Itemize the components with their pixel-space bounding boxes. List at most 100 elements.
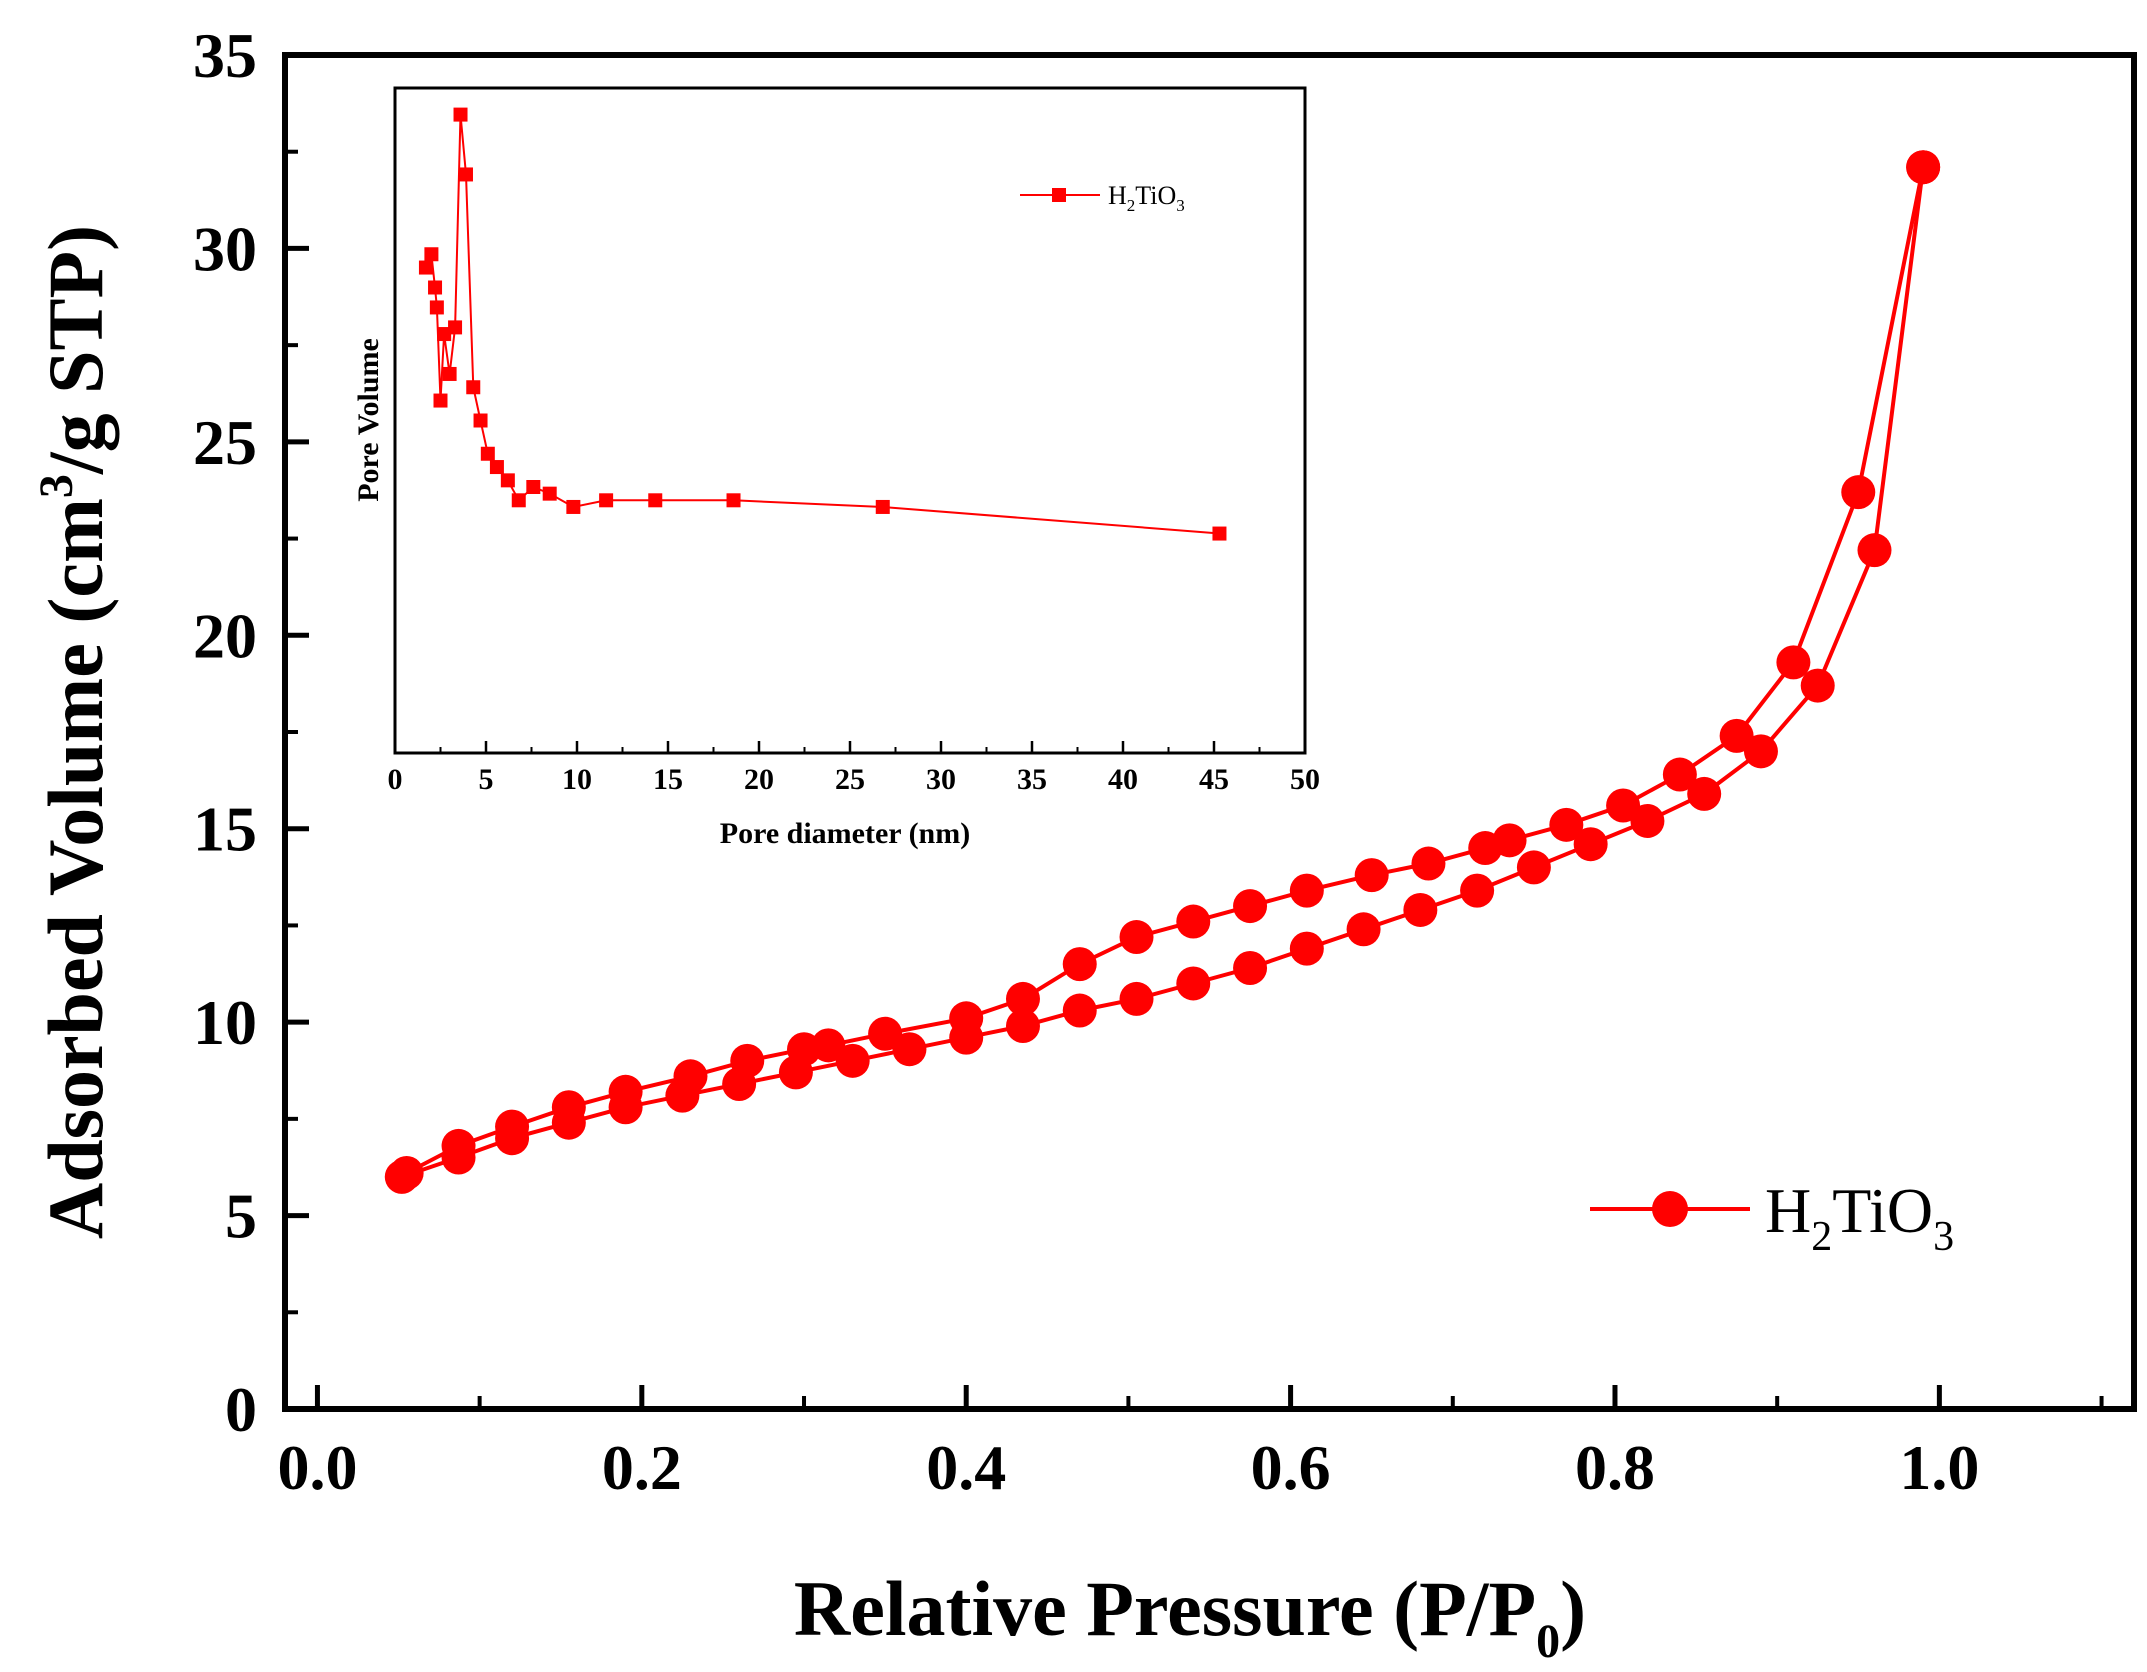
main-y-tick-label: 35: [193, 20, 257, 91]
main-data-point: [608, 1074, 643, 1109]
main-data-point: [1005, 981, 1040, 1016]
main-legend-marker: [1652, 1191, 1688, 1227]
main-y-tick-label: 15: [193, 794, 257, 865]
inset-data-point: [489, 460, 504, 475]
inset-x-tick-label: 15: [653, 763, 683, 796]
main-series-layer: [384, 150, 1941, 1194]
main-data-point: [1176, 966, 1211, 1001]
main-data-point: [495, 1109, 530, 1144]
inset-data-point: [428, 280, 443, 295]
inset-x-tick-label: 45: [1199, 763, 1229, 796]
inset-data-point: [875, 499, 890, 514]
inset-data-point: [648, 493, 663, 508]
main-data-point: [1289, 931, 1324, 966]
main-data-point: [1119, 920, 1154, 955]
main-x-tick-label: 0.8: [1575, 1432, 1655, 1503]
inset-tick-layer: [393, 741, 1307, 753]
main-data-point: [868, 1016, 903, 1051]
inset-data-point: [448, 320, 463, 335]
inset-data-point: [458, 167, 473, 182]
main-chart: 0.0 0.2 0.4 0.6 0.8 1.0 0 5 10 15 20 25 30 35 Relativ…: [30, 20, 2137, 1668]
main-data-point: [1062, 993, 1097, 1028]
inset-x-tick-label: 10: [562, 763, 592, 796]
main-data-point: [1176, 904, 1211, 939]
inset-x-tick-label: 40: [1108, 763, 1138, 796]
inset-x-tick-label: 30: [926, 763, 956, 796]
main-data-point: [1606, 788, 1641, 823]
inset-data-point: [542, 486, 557, 501]
main-data-point: [1346, 912, 1381, 947]
main-data-point: [1800, 668, 1835, 703]
main-data-point: [1776, 645, 1811, 680]
inset-data-point: [500, 473, 515, 488]
main-series-line: [401, 166, 1926, 1179]
main-tick-label-layer: 0.0 0.2 0.4 0.6 0.8 1.0 0 5 10 15 20 25 30 35: [193, 20, 1979, 1503]
inset-legend: H2TiO3: [1020, 181, 1185, 215]
main-y-tick-label: 10: [193, 987, 257, 1058]
main-legend-label: H2TiO3: [1765, 1175, 1954, 1260]
main-data-point: [1516, 850, 1551, 885]
main-data-point: [1062, 947, 1097, 982]
main-x-tick-label: 0.0: [277, 1432, 357, 1503]
inset-x-axis-title: Pore diameter (nm): [720, 817, 970, 850]
main-x-tick-label: 0.4: [926, 1432, 1006, 1503]
inset-x-tick-label: 0: [388, 763, 403, 796]
inset-chart: 0 5 10 15 20 25 30 35 40 45 50 Pore diameter (nm) …: [352, 86, 1321, 850]
main-data-point: [835, 1043, 870, 1078]
inset-data-point: [566, 499, 581, 514]
main-data-point: [1841, 475, 1876, 510]
main-data-point: [1460, 873, 1495, 908]
main-data-point: [1119, 981, 1154, 1016]
inset-legend-label: H2TiO3: [1108, 181, 1185, 215]
main-data-point: [389, 1156, 424, 1191]
main-y-tick-label: 25: [193, 407, 257, 478]
inset-data-point: [726, 493, 741, 508]
inset-data-point: [442, 366, 457, 381]
main-data-point: [1687, 776, 1722, 811]
main-x-tick-label: 0.6: [1251, 1432, 1331, 1503]
inset-series-layer: [418, 107, 1227, 541]
main-data-point: [441, 1128, 476, 1163]
inset-data-point: [473, 413, 488, 428]
inset-data-point: [466, 380, 481, 395]
inset-data-point: [599, 493, 614, 508]
main-x-axis-title: Relative Pressure (P/P0): [794, 1565, 1586, 1668]
inset-data-point: [424, 247, 439, 262]
main-y-tick-label: 5: [225, 1181, 257, 1252]
main-data-point: [1403, 892, 1438, 927]
main-data-point: [1857, 533, 1892, 568]
main-tick-layer: [285, 52, 2104, 1412]
inset-x-tick-label: 25: [835, 763, 865, 796]
main-data-point: [892, 1032, 927, 1067]
inset-data-point: [433, 393, 448, 408]
inset-data-point: [526, 480, 541, 494]
main-y-tick-label: 30: [193, 213, 257, 284]
main-data-point: [1005, 1009, 1040, 1044]
main-data-point: [551, 1090, 586, 1125]
inset-data-point: [1212, 526, 1227, 541]
main-data-point: [1662, 757, 1697, 792]
main-series-line: [405, 166, 1926, 1175]
inset-x-tick-label: 20: [744, 763, 774, 796]
inset-data-point: [429, 300, 444, 315]
inset-x-tick-label: 35: [1017, 763, 1047, 796]
inset-y-axis-title: Pore Volume: [352, 338, 385, 502]
main-legend: H2TiO3: [1590, 1175, 1954, 1260]
main-data-point: [1411, 846, 1446, 881]
main-data-point: [673, 1059, 708, 1094]
main-data-point: [949, 1001, 984, 1036]
main-data-point: [1549, 807, 1584, 842]
main-y-tick-label: 0: [225, 1374, 257, 1445]
main-data-point: [1743, 734, 1778, 769]
main-data-point: [787, 1032, 822, 1067]
main-data-point: [1289, 873, 1324, 908]
main-data-point: [1573, 827, 1608, 862]
main-data-point: [1233, 889, 1268, 924]
inset-x-tick-label: 50: [1290, 763, 1320, 796]
inset-tick-label-layer: 0 5 10 15 20 25 30 35 40 45 50: [388, 763, 1321, 796]
main-data-point: [1719, 718, 1754, 753]
inset-x-tick-label: 5: [479, 763, 494, 796]
inset-data-point: [511, 493, 526, 508]
main-data-point: [1354, 858, 1389, 893]
